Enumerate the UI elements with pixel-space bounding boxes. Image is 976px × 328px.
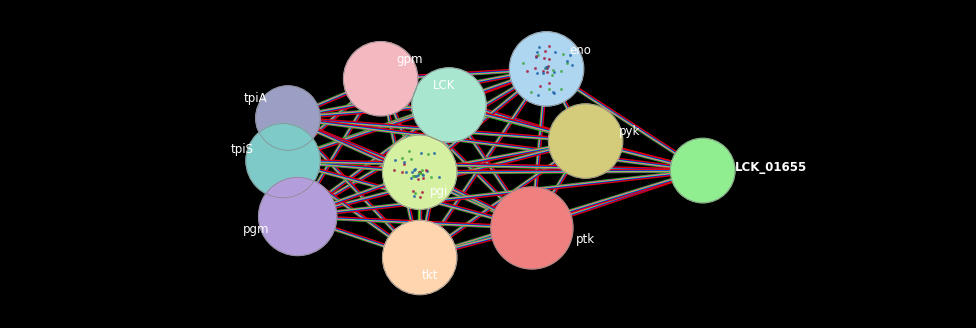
Ellipse shape — [491, 187, 573, 269]
Text: gpm: gpm — [396, 52, 424, 66]
Text: pgi: pgi — [430, 185, 448, 198]
Ellipse shape — [259, 177, 337, 256]
Ellipse shape — [246, 124, 320, 198]
Text: pgm: pgm — [242, 223, 269, 236]
Ellipse shape — [383, 220, 457, 295]
Text: LCK_01655: LCK_01655 — [735, 161, 807, 174]
Ellipse shape — [412, 68, 486, 142]
Text: ptk: ptk — [576, 233, 595, 246]
Ellipse shape — [256, 86, 320, 150]
Ellipse shape — [509, 32, 584, 106]
Ellipse shape — [671, 138, 735, 203]
Text: tpiA: tpiA — [244, 92, 267, 105]
Text: tkt: tkt — [422, 269, 437, 282]
Text: LCK: LCK — [433, 79, 455, 92]
Ellipse shape — [383, 135, 457, 209]
Text: tpiS: tpiS — [230, 143, 254, 156]
Ellipse shape — [344, 42, 418, 116]
Text: eno: eno — [570, 44, 591, 57]
Ellipse shape — [549, 104, 623, 178]
Text: pyk: pyk — [619, 125, 640, 138]
